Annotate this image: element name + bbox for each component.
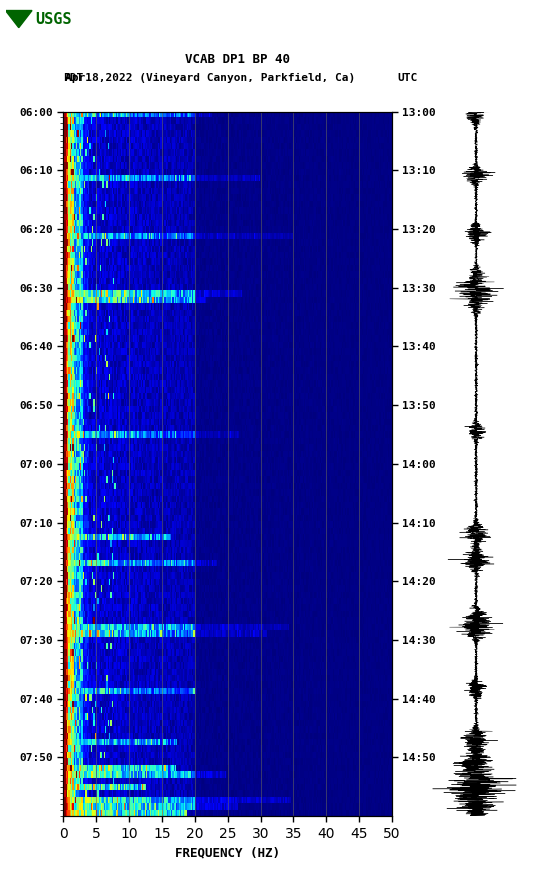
- Polygon shape: [6, 11, 32, 28]
- X-axis label: FREQUENCY (HZ): FREQUENCY (HZ): [175, 847, 280, 859]
- Text: USGS: USGS: [35, 12, 72, 27]
- Text: Apr18,2022 (Vineyard Canyon, Parkfield, Ca): Apr18,2022 (Vineyard Canyon, Parkfield, …: [65, 72, 355, 83]
- Text: UTC: UTC: [397, 72, 418, 83]
- Text: VCAB DP1 BP 40: VCAB DP1 BP 40: [185, 54, 290, 66]
- Text: PDT: PDT: [63, 72, 84, 83]
